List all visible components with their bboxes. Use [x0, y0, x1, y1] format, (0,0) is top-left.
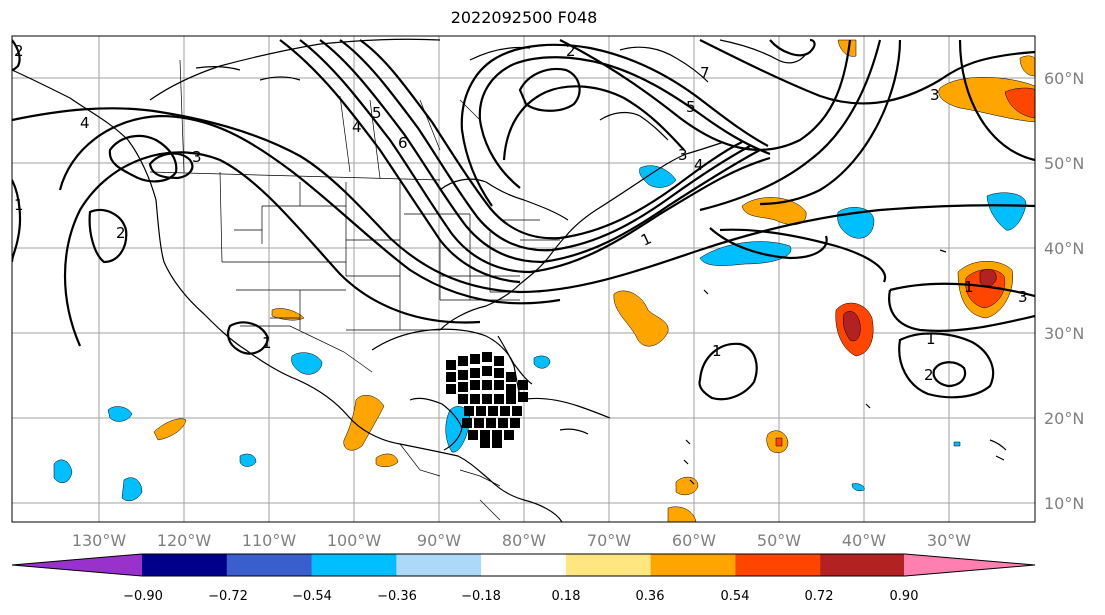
- lon-label: 100°W: [327, 531, 382, 550]
- contour-label: 2: [14, 42, 24, 60]
- colorbar-tick-label: 0.72: [805, 589, 834, 604]
- lat-label: 10°N: [1044, 494, 1084, 513]
- colorbar-tick-label: 0.18: [552, 589, 581, 604]
- colorbar-segment: [396, 554, 482, 576]
- contour-lines: [12, 38, 1035, 401]
- colorbar-tick-label: 0.90: [890, 589, 919, 604]
- lon-label: 40°W: [842, 531, 886, 550]
- colorbar-tick-label: −0.36: [377, 589, 417, 604]
- contour-label: 3: [1018, 288, 1028, 306]
- lon-label: 60°W: [672, 531, 716, 550]
- contour-label: 1: [964, 278, 974, 296]
- contour-label: 1: [926, 330, 936, 348]
- colorbar-extend-low: [12, 554, 143, 576]
- contour-label: 1: [14, 196, 24, 214]
- contour-label: 3: [930, 86, 940, 104]
- colorbar-tick-label: 0.36: [636, 589, 665, 604]
- colorbar-segment: [226, 554, 313, 576]
- colorbar-segment: [650, 554, 736, 576]
- colorbar-segment: [142, 554, 228, 576]
- longitude-axis: 130°W 120°W 110°W 100°W 90°W 80°W 70°W 6…: [72, 531, 971, 550]
- lon-label: 30°W: [927, 531, 971, 550]
- lon-label: 90°W: [417, 531, 461, 550]
- contour-label: 6: [398, 134, 408, 152]
- colorbar-segment: [735, 554, 821, 576]
- colorbar-tick-label: −0.72: [208, 589, 248, 604]
- contour-label: 4: [352, 118, 362, 136]
- colorbar-outline: [11, 553, 1036, 577]
- lon-label: 120°W: [157, 531, 212, 550]
- lat-label: 20°N: [1044, 409, 1084, 428]
- contour-label: 4: [80, 114, 90, 132]
- colorbar-segment: [481, 554, 567, 576]
- contour-labels: 1 1 1 1 1 1 2 2 2 2 3 3 3 3 4 4 4 5 5 6 …: [14, 42, 1028, 384]
- colorbar-tick-label: −0.18: [461, 589, 501, 604]
- lat-label: 40°N: [1044, 239, 1084, 258]
- contour-label: 3: [192, 148, 202, 166]
- contour-label: 2: [924, 366, 934, 384]
- shaded-fields: [53, 39, 1035, 522]
- contour-label: 1: [262, 334, 272, 352]
- contour-label: 7: [700, 64, 710, 82]
- lat-label: 50°N: [1044, 154, 1084, 173]
- lon-label: 50°W: [757, 531, 801, 550]
- lat-label: 60°N: [1044, 69, 1084, 88]
- contour-label: 4: [694, 156, 704, 174]
- colorbar-tick-label: 0.54: [721, 589, 750, 604]
- contour-label: 1: [712, 342, 722, 360]
- colorbar-tick-label: −0.54: [292, 589, 332, 604]
- latitude-axis: 60°N 50°N 40°N 30°N 20°N 10°N: [1044, 69, 1084, 513]
- contour-label: 5: [372, 104, 382, 122]
- colorbar-tick-label: −0.90: [123, 589, 163, 604]
- lon-label: 110°W: [242, 531, 297, 550]
- map-title: 2022092500 F048: [450, 8, 598, 27]
- grid-point-markers: [446, 352, 528, 448]
- colorbar-segment: [565, 554, 652, 576]
- lat-label: 30°N: [1044, 324, 1084, 343]
- lon-label: 130°W: [72, 531, 127, 550]
- colorbar-segment: [311, 554, 397, 576]
- colorbar-segment: [820, 554, 906, 576]
- contour-label: 5: [686, 98, 696, 116]
- contour-label: 3: [678, 146, 688, 164]
- contour-label: 2: [116, 224, 126, 242]
- map-frame: [11, 35, 1036, 523]
- contour-label: 2: [566, 42, 576, 60]
- coastlines: [12, 38, 1007, 522]
- colorbar: [11, 553, 1036, 577]
- lon-label: 80°W: [502, 531, 546, 550]
- colorbar-extend-high: [904, 554, 1035, 576]
- lon-label: 70°W: [587, 531, 631, 550]
- colorbar-ticks: −0.90 −0.72 −0.54 −0.36 −0.18 0.18 0.36 …: [123, 589, 918, 604]
